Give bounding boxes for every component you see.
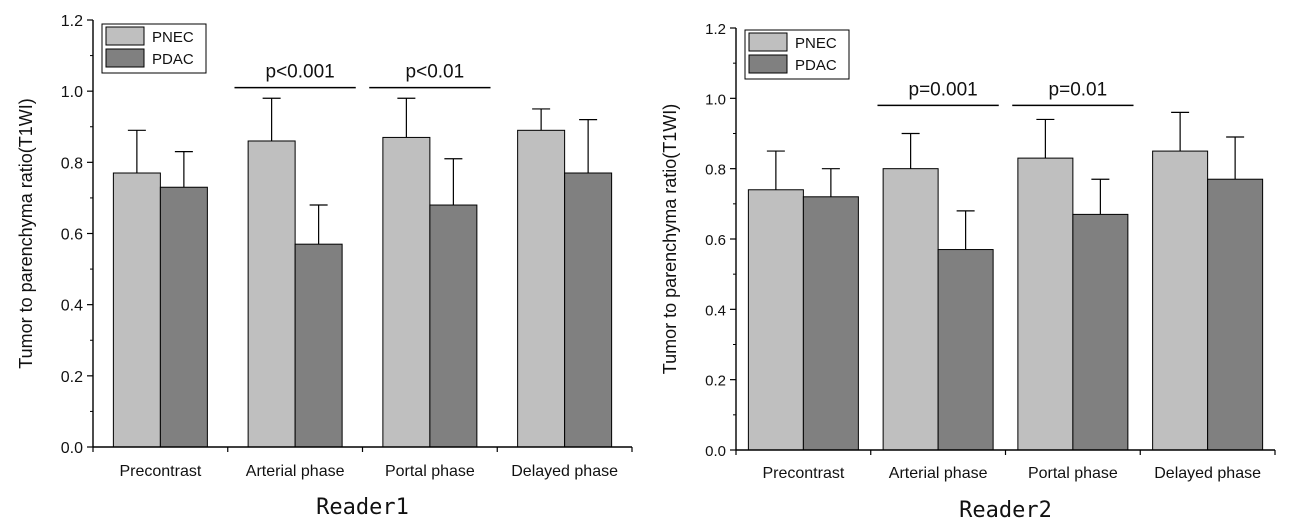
bar-pnec-4: [517, 129, 566, 448]
bar-pnec-4: [1152, 150, 1209, 451]
x-category-label: Portal phase: [385, 463, 475, 480]
bar-pdac-4: [564, 172, 613, 448]
bar-pdac-1: [802, 196, 859, 451]
legend-label-pnec: PNEC: [795, 35, 837, 52]
y-tick-label: 0.6: [61, 227, 83, 244]
bar-pdac-2: [937, 249, 994, 451]
y-tick-label: 1.0: [705, 91, 726, 108]
significance-label-1: p=0.001: [909, 79, 978, 100]
legend-swatch-pdac: [105, 48, 145, 68]
bar-pdac-4: [1207, 178, 1264, 451]
y-tick-label: 1.0: [61, 84, 83, 101]
bar-pnec-2: [247, 140, 296, 448]
y-tick-label: 0.6: [705, 232, 726, 249]
y-axis-title: Tumor to parenchyma ratio(T1WI): [16, 98, 36, 368]
y-tick-label: 0.2: [705, 373, 726, 390]
bar-pnec-1: [112, 172, 161, 448]
y-tick-label: 0.4: [705, 302, 726, 319]
reader-caption: Reader1: [316, 495, 409, 520]
bar-pdac-3: [1072, 213, 1129, 451]
legend-swatch-pnec: [748, 32, 788, 52]
y-tick-label: 1.2: [61, 13, 83, 30]
significance-label-1: p<0.001: [266, 62, 335, 83]
x-category-label: Precontrast: [119, 463, 201, 480]
y-tick-label: 0.4: [61, 298, 83, 315]
y-tick-label: 0.0: [705, 443, 726, 460]
x-category-label: Arterial phase: [889, 465, 988, 482]
bar-pnec-3: [382, 136, 431, 448]
chart-panel-1: 0.0 0.2 0.4 0.6 0.8 1.0 1.2 Precontrast Arterial…: [16, 13, 633, 520]
x-category-label: Delayed phase: [511, 463, 618, 480]
y-axis-title: Tumor to parenchyma ratio(T1WI): [660, 104, 680, 374]
y-tick-label: 0.2: [61, 369, 83, 386]
x-category-label: Portal phase: [1028, 465, 1118, 482]
x-category-label: Precontrast: [762, 465, 844, 482]
legend-label-pdac: PDAC: [152, 51, 194, 68]
significance-label-2: p=0.01: [1049, 79, 1108, 100]
legend-label-pnec: PNEC: [152, 29, 194, 46]
reader-caption: Reader2: [959, 498, 1052, 523]
legend: PNEC PDAC: [101, 23, 207, 74]
y-tick-label: 0.8: [61, 155, 83, 172]
legend-swatch-pnec: [105, 26, 145, 46]
bar-pnec-3: [1017, 157, 1074, 451]
legend-swatch-pdac: [748, 54, 788, 74]
significance-label-2: p<0.01: [406, 62, 465, 83]
x-category-label: Delayed phase: [1154, 465, 1261, 482]
y-tick-label: 0.8: [705, 162, 726, 179]
bar-pnec-1: [747, 189, 804, 451]
bar-pdac-2: [294, 243, 343, 448]
bar-pdac-1: [159, 186, 208, 448]
y-tick-label: 0.0: [61, 440, 83, 457]
y-tick-label: 1.2: [705, 21, 726, 38]
chart-panel-2: 0.0 0.2 0.4 0.6 0.8 1.0 1.2 Precontrast Arterial…: [660, 21, 1276, 523]
bar-pnec-2: [882, 168, 939, 451]
legend: PNEC PDAC: [744, 29, 850, 80]
bar-pdac-3: [429, 204, 478, 448]
x-category-label: Arterial phase: [246, 463, 345, 480]
legend-label-pdac: PDAC: [795, 57, 837, 74]
